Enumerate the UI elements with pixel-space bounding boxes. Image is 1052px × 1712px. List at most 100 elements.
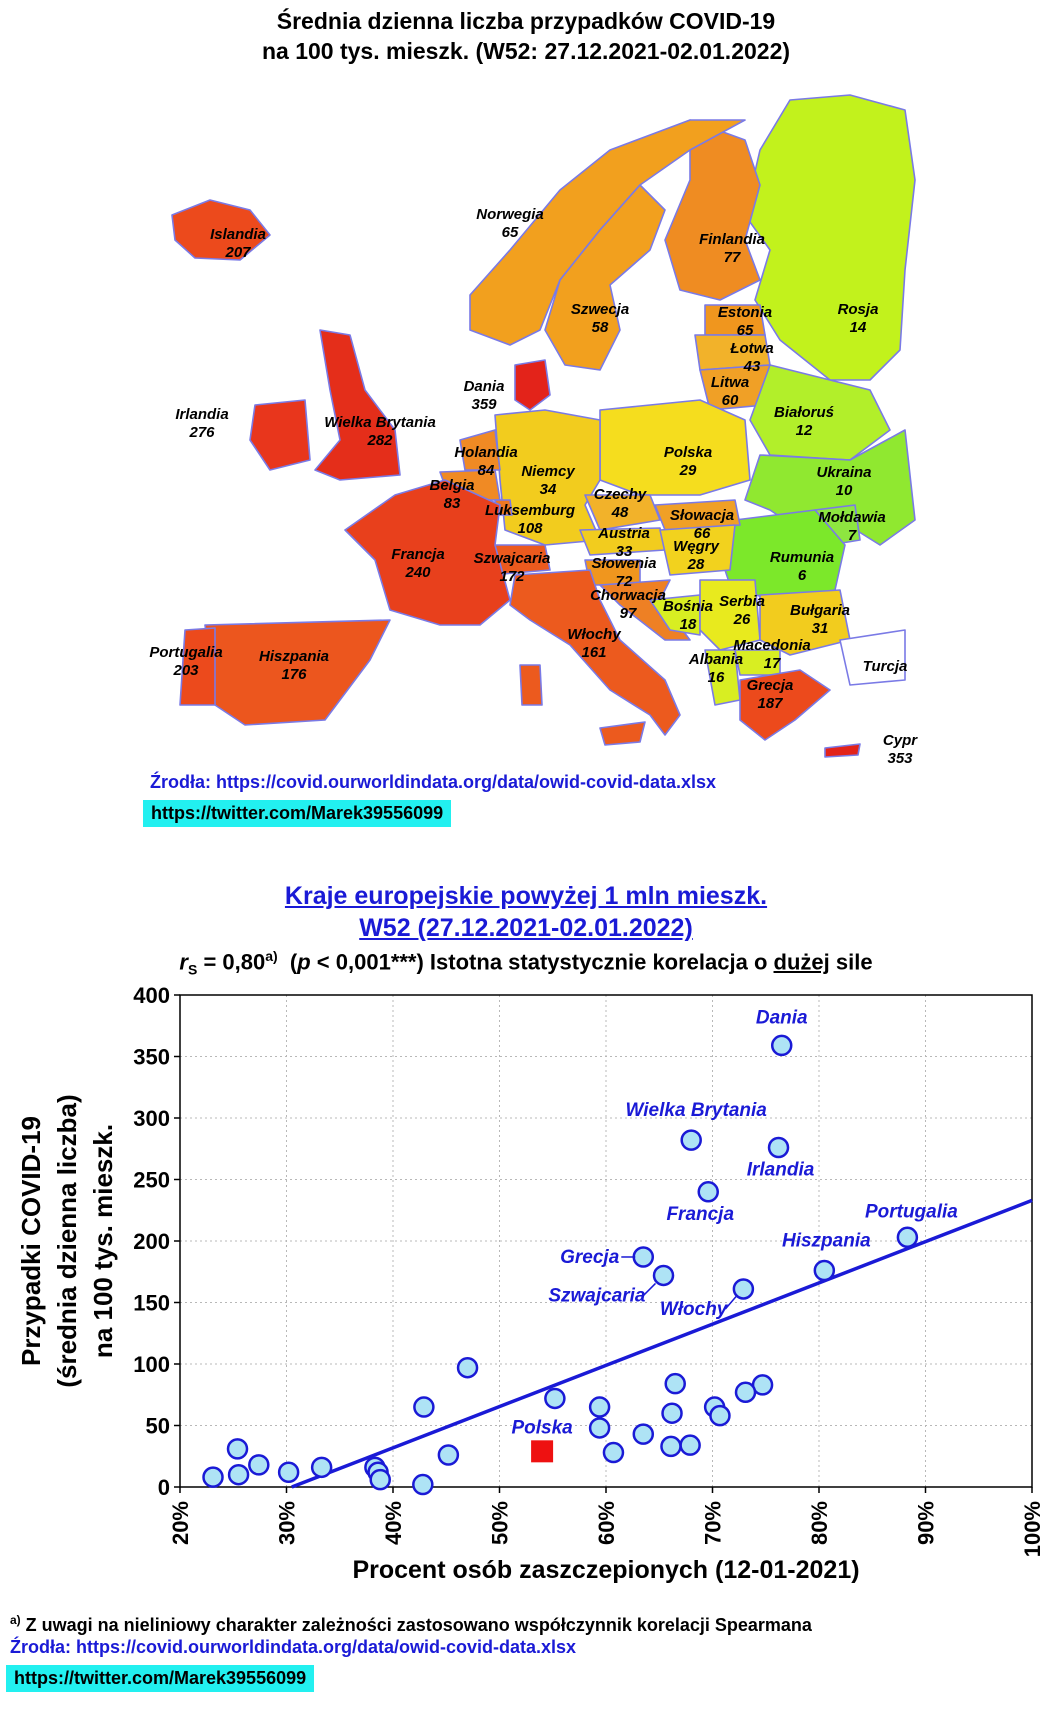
map-region-polska	[599, 399, 751, 496]
map-region-dania	[514, 359, 551, 411]
footnote: a) Z uwagi na nieliniowy charakter zależ…	[10, 1613, 812, 1636]
map-label-name: Holandia	[454, 444, 518, 461]
label-leader-line	[642, 1282, 657, 1296]
map-label-value: 83	[443, 495, 461, 512]
map-label-finlandia: Finlandia 77	[672, 231, 792, 267]
map-label-value: 66	[693, 525, 711, 542]
scatter-point	[632, 1423, 655, 1445]
scatter-point	[664, 1372, 686, 1395]
point-label: Hiszpania	[782, 1231, 871, 1252]
scatter-point	[709, 1404, 731, 1427]
scatter-point	[732, 1278, 755, 1300]
map-label-wielka-brytania: Wielka Brytania 282	[320, 414, 440, 450]
map-label-value: 58	[591, 319, 609, 336]
map-label-value: 29	[679, 462, 697, 479]
map-label-name: Niemcy	[521, 463, 575, 480]
map-label-value: 60	[721, 392, 739, 409]
map-label-turcja: Turcja	[825, 658, 945, 676]
y-tick-label: 200	[133, 1229, 170, 1254]
scatter-point	[697, 1181, 719, 1203]
map-region-serbia	[699, 579, 761, 651]
point-label: Portugalia	[865, 1201, 958, 1222]
map-label-name: Czechy	[593, 486, 647, 503]
y-tick-label: 150	[133, 1291, 170, 1316]
map-label-name: Irlandia	[175, 406, 229, 423]
map-label-value: 359	[471, 396, 497, 413]
point-label: Wielka Brytania	[626, 1100, 768, 1121]
map-label-name: Austria	[598, 525, 650, 542]
scatter-point	[456, 1356, 479, 1379]
stat-p-open: (	[277, 949, 298, 975]
map-label-value: 26	[733, 611, 751, 628]
point-label: Szwajcaria	[548, 1285, 646, 1306]
map-label-macedonia: Macedonia 17	[712, 637, 832, 673]
scatter-point	[369, 1468, 391, 1491]
map-label-name: Polska	[663, 444, 713, 461]
map-label-value: 276	[189, 424, 215, 441]
map-label-bulgaria: Bułgaria 31	[760, 602, 880, 638]
map-label-name: Słowacja	[669, 507, 735, 524]
map-region-sardynia	[519, 664, 543, 706]
scatter-point	[767, 1136, 790, 1159]
map-region-islandia	[171, 199, 271, 261]
map-label-name: Rumunia	[769, 549, 835, 566]
scatter-chart: 0 50 100 150 200 250 300 350 400 20% 30% 40% 50% 60% 7…	[16, 983, 1045, 1584]
map-region-portugalia	[179, 627, 216, 706]
stat-strength: dużej	[773, 949, 830, 975]
stat-rest: < 0,001***) Istotna statystycznie korela…	[310, 949, 774, 975]
map-label-value: 172	[499, 568, 525, 585]
map-label-bosnia: Bośnia 18	[628, 598, 748, 634]
map-label-name: Bułgaria	[789, 602, 850, 619]
y-tick-label: 250	[133, 1168, 170, 1193]
footnote-mark: a)	[10, 1613, 21, 1627]
map-source[interactable]: Źrodła: https://covid.ourworldindata.org…	[150, 772, 717, 792]
x-tick-label: 60%	[594, 1501, 619, 1545]
map-label-value: 7	[847, 527, 857, 544]
chart-source[interactable]: Źrodła: https://covid.ourworldindata.org…	[10, 1637, 577, 1657]
map-label-value: 108	[517, 520, 543, 537]
map-label-name: Estonia	[717, 304, 773, 321]
map-region-bialorus	[749, 364, 891, 461]
map-twitter-link[interactable]: https://twitter.com/Marek39556099	[143, 800, 452, 827]
stat-sup: a)	[265, 948, 278, 964]
map-label-name: Hiszpania	[258, 648, 330, 665]
map-label-lotwa: Łotwa 43	[692, 340, 812, 376]
map-region-irlandia	[249, 399, 311, 471]
map-label-value: 48	[611, 504, 629, 521]
map-label-austria: Austria 33	[564, 525, 684, 561]
map-label-luksemburg: Luksemburg 108	[470, 502, 590, 538]
map-region-wegry	[659, 524, 736, 576]
map-label-name: Macedonia	[733, 637, 811, 654]
chart-twitter-link[interactable]: https://twitter.com/Marek39556099	[6, 1665, 315, 1692]
chart-title: Kraje europejskie powyżej 1 mln mieszk. …	[0, 880, 1052, 944]
map-label-name: Słowenia	[591, 555, 657, 572]
map-label-value: 65	[736, 322, 754, 339]
map-label-value: 65	[501, 224, 519, 241]
map-label-name: Białoruś	[773, 404, 834, 421]
scatter-point	[588, 1396, 611, 1418]
map-label-value: 28	[687, 556, 705, 573]
map-label-islandia: Islandia 207	[178, 226, 298, 262]
scatter-point	[277, 1461, 300, 1483]
map-label-name: Cypr	[882, 732, 918, 749]
map-label-slowacja: Słowacja 66	[642, 507, 762, 543]
x-tick-label: 40%	[381, 1501, 406, 1545]
map-label-rumunia: Rumunia 6	[742, 549, 862, 585]
map-region-sycylia	[599, 721, 646, 746]
chart-title-line1: Kraje europejskie powyżej 1 mln mieszk.	[284, 882, 768, 910]
map-label-value: 16	[707, 669, 725, 686]
map-label-name: Mołdawia	[818, 509, 886, 526]
map-region-turcja	[839, 629, 906, 686]
y-tick-label: 0	[158, 1475, 170, 1500]
map-label-value: 84	[477, 462, 495, 479]
scatter-point	[652, 1264, 675, 1287]
map-label-estonia: Estonia 65	[685, 304, 805, 340]
map-label-name: Portugalia	[149, 644, 223, 661]
scatter-point	[602, 1441, 625, 1464]
map-title: Średnia dzienna liczba przypadków COVID-…	[0, 6, 1052, 66]
map-region-finlandia	[664, 119, 761, 301]
map-label-serbia: Serbia 26	[682, 593, 802, 629]
point-label: Polska	[511, 1417, 573, 1438]
map-label-francja: Francja 240	[358, 546, 478, 582]
scatter-point	[310, 1456, 333, 1479]
